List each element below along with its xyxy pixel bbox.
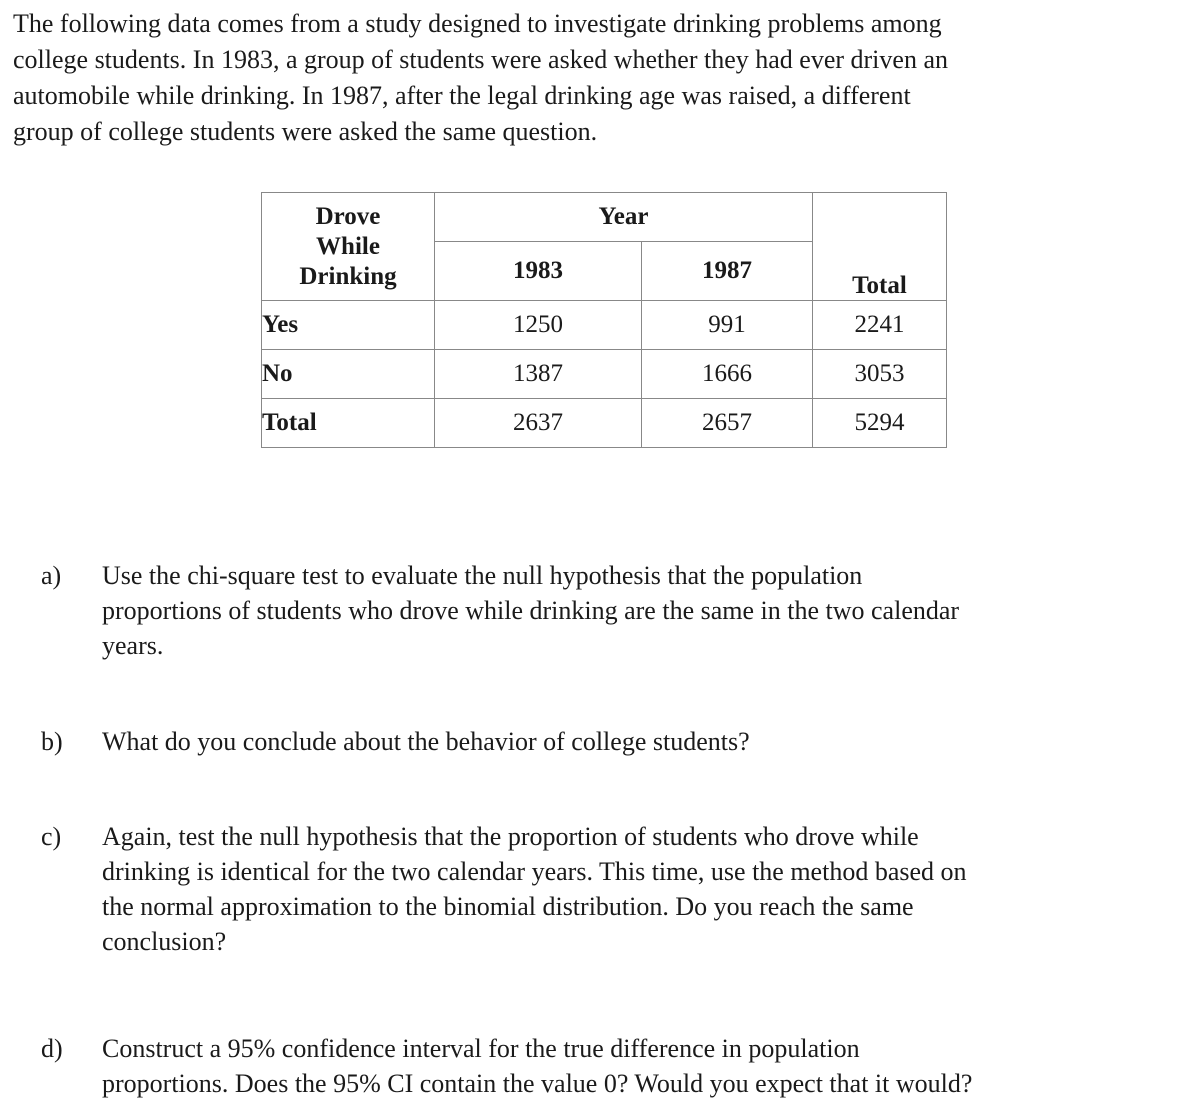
row-label-no: No xyxy=(261,349,435,399)
cell-no-1987: 1666 xyxy=(641,349,813,399)
year-group-header-cell: Year xyxy=(434,192,813,242)
corner-header-label: Drove While Drinking xyxy=(299,202,397,290)
corner-header-cell: Drove While Drinking xyxy=(261,192,435,301)
row-label-total: Total xyxy=(261,398,435,448)
question-d-text: Construct a 95% confidence interval for … xyxy=(102,1034,973,1098)
question-c-text: Again, test the null hypothesis that the… xyxy=(102,822,967,956)
cell-no-total: 3053 xyxy=(812,349,947,399)
question-a: a) Use the chi-square test to evaluate t… xyxy=(41,558,1181,663)
question-a-label: a) xyxy=(41,561,62,590)
question-d: d) Construct a 95% confidence interval f… xyxy=(41,1031,1181,1101)
table-row-no: No 1387 1666 3053 xyxy=(261,349,947,399)
question-c: c) Again, test the null hypothesis that … xyxy=(41,819,1181,959)
table-row-total: Total 2637 2657 5294 xyxy=(261,398,947,448)
question-d-label: d) xyxy=(41,1034,63,1063)
question-b: b) What do you conclude about the behavi… xyxy=(41,724,1181,759)
intro-paragraph: The following data comes from a study de… xyxy=(13,9,948,146)
header-row-year: Drove While Drinking Year Total xyxy=(261,192,947,301)
cell-total-1987: 2657 xyxy=(641,398,813,448)
question-c-label: c) xyxy=(41,822,62,851)
contingency-table: Drove While Drinking Year Total 1983 198… xyxy=(261,192,947,448)
question-b-label: b) xyxy=(41,727,63,756)
column-header-1983: 1983 xyxy=(434,241,642,301)
cell-yes-1987: 991 xyxy=(641,300,813,350)
cell-total-total: 5294 xyxy=(812,398,947,448)
row-label-yes: Yes xyxy=(261,300,435,350)
question-a-text: Use the chi-square test to evaluate the … xyxy=(102,561,960,660)
total-column-header-cell: Total xyxy=(812,192,947,301)
cell-total-1983: 2637 xyxy=(434,398,642,448)
column-header-1987: 1987 xyxy=(641,241,813,301)
table-row-yes: Yes 1250 991 2241 xyxy=(261,300,947,350)
cell-yes-total: 2241 xyxy=(812,300,947,350)
cell-yes-1983: 1250 xyxy=(434,300,642,350)
cell-no-1983: 1387 xyxy=(434,349,642,399)
header-row-columns: 1983 1987 xyxy=(262,241,947,301)
question-b-text: What do you conclude about the behavior … xyxy=(102,727,750,756)
